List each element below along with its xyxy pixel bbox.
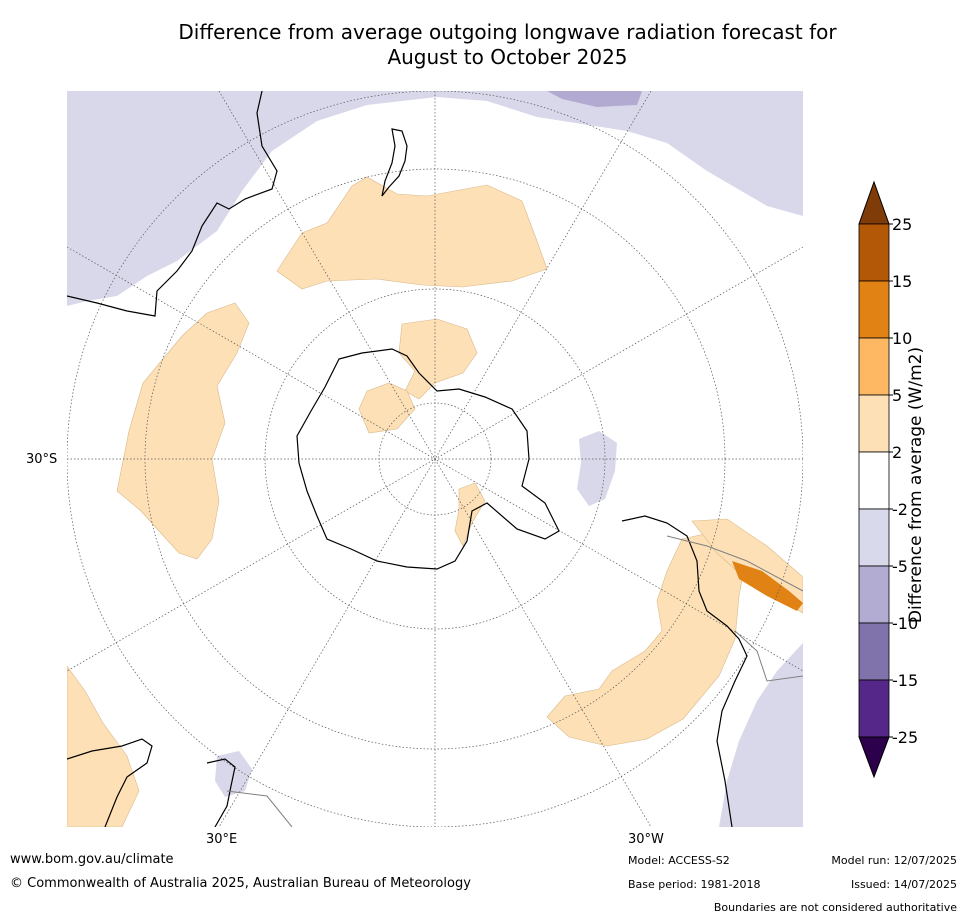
colorbar-bin bbox=[858, 508, 890, 567]
neg-region-southeast bbox=[719, 643, 803, 827]
south-america-coast bbox=[621, 515, 748, 827]
negative-anomaly-regions bbox=[67, 91, 803, 827]
colorbar-label: Difference from average (W/m2) bbox=[906, 346, 926, 624]
lon-label-30w: 30°W bbox=[628, 832, 664, 847]
footer-model: Model: ACCESS-S2 bbox=[628, 854, 730, 867]
colorbar-tick-label: 10 bbox=[892, 329, 912, 348]
pos-region-antarctic-peninsula bbox=[398, 318, 478, 400]
colorbar-bins bbox=[858, 180, 890, 779]
pos-region-ross-sea bbox=[358, 382, 416, 434]
australia-coast bbox=[67, 91, 278, 317]
title-line-2: August to October 2025 bbox=[387, 45, 628, 69]
footer-issued: Issued: 14/07/2025 bbox=[850, 878, 957, 891]
pos-region-indian-ocean bbox=[116, 302, 250, 560]
colorbar-bin bbox=[858, 394, 890, 453]
footer-base-period: Base period: 1981-2018 bbox=[628, 878, 761, 891]
strong-negative-region bbox=[547, 91, 642, 107]
colorbar-tick-label: -25 bbox=[892, 728, 918, 747]
neg-region-north bbox=[67, 91, 803, 306]
pos-region-south-america bbox=[546, 528, 748, 747]
colorbar-tick-label: 15 bbox=[892, 272, 912, 291]
map-canvas bbox=[67, 91, 803, 827]
country-boundaries bbox=[226, 535, 803, 827]
colorbar-bin bbox=[858, 451, 890, 510]
colorbar-bin bbox=[858, 223, 890, 282]
colorbar-bin bbox=[858, 337, 890, 396]
colorbar-tick-label: -15 bbox=[892, 671, 918, 690]
pos-region-weddell bbox=[454, 482, 486, 547]
colorbar-bin bbox=[858, 565, 890, 624]
neg-region-east-patch bbox=[577, 431, 617, 506]
africa-coast bbox=[67, 738, 153, 827]
colorbar-extend-max bbox=[858, 180, 890, 225]
colorbar-bin bbox=[858, 679, 890, 738]
antarctica-coast bbox=[296, 348, 560, 570]
footer-url[interactable]: www.bom.gov.au/climate bbox=[10, 852, 174, 867]
footer-disclaimer: Boundaries are not considered authoritat… bbox=[713, 901, 957, 914]
colorbar-tick-label: 2 bbox=[892, 443, 902, 462]
colorbar-tick-label: -10 bbox=[892, 614, 918, 633]
colorbar-tick-label: 5 bbox=[892, 386, 902, 405]
colorbar-bin bbox=[858, 280, 890, 339]
colorbar-extend-min bbox=[858, 736, 890, 779]
lon-label-30e: 30°E bbox=[206, 832, 238, 847]
coastlines bbox=[67, 91, 748, 827]
lat-label-30s: 30°S bbox=[26, 452, 58, 467]
moderate-positive-region bbox=[732, 561, 803, 611]
colorbar-tick-label: -2 bbox=[892, 500, 908, 519]
title-line-1: Difference from average outgoing longwav… bbox=[178, 20, 837, 44]
colorbar-ticks: 25 15 10 5 2 -2 -5 -10 -15 -25 bbox=[889, 215, 918, 747]
footer-copyright: © Commonwealth of Australia 2025, Austra… bbox=[10, 876, 471, 891]
colorbar-bin bbox=[858, 622, 890, 681]
colorbar: 25 15 10 5 2 -2 -5 -10 -15 -25 bbox=[858, 180, 918, 779]
colorbar-tick-label: -5 bbox=[892, 557, 908, 576]
polar-map bbox=[67, 91, 803, 827]
madagascar-coast bbox=[206, 758, 236, 827]
pos-region-africa bbox=[67, 665, 140, 827]
new-zealand-coast bbox=[381, 128, 408, 197]
pos-region-new-zealand-sea bbox=[276, 176, 548, 290]
colorbar-tick-label: 25 bbox=[892, 215, 912, 234]
graticule bbox=[67, 91, 803, 827]
chart-title: Difference from average outgoing longwav… bbox=[60, 20, 955, 70]
footer-model-run: Model run: 12/07/2025 bbox=[831, 854, 957, 867]
